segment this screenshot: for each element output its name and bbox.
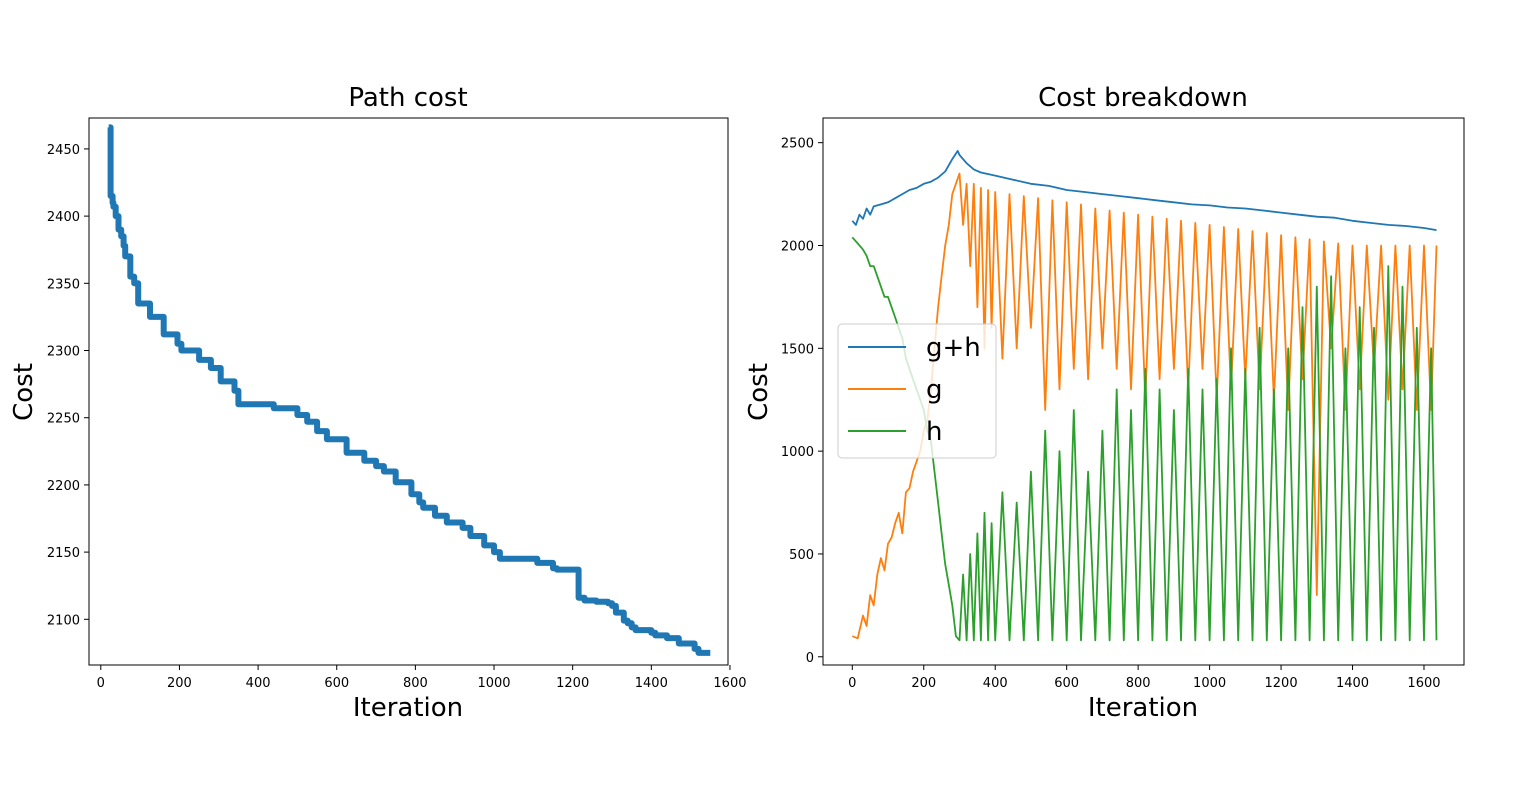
cost-breakdown-x-axis: 0 200 400 600 800 1000 1200 1400 1600 (848, 665, 1441, 691)
legend: g+h g h (837, 323, 997, 459)
path-cost-x-tick-label: 1400 (635, 676, 668, 691)
path-cost-panel: Path cost 0 200 400 600 800 1000 1200 1400 1600 … (9, 83, 747, 723)
path-cost-y-label: Cost (9, 363, 39, 421)
path-cost-series-cost-line (107, 124, 711, 656)
cost-breakdown-series-g-line (851, 172, 1438, 640)
cost-breakdown-x-tick-label: 1000 (1193, 676, 1226, 691)
legend-label-h: h (926, 417, 942, 447)
cost-breakdown-x-tick-label: 0 (848, 676, 856, 691)
cost-breakdown-axes-frame (822, 117, 1465, 666)
cost-breakdown-series-g-plus-h-line (851, 150, 1437, 231)
path-cost-x-tick-label: 800 (403, 676, 428, 691)
cost-breakdown-x-tick-label: 1600 (1407, 676, 1440, 691)
legend-label-g: g (926, 375, 943, 405)
path-cost-title: Path cost (348, 83, 467, 113)
path-cost-x-tick-label: 1000 (477, 676, 510, 691)
path-cost-y-tick-label: 2450 (47, 143, 80, 158)
path-cost-y-tick-label: 2200 (47, 479, 80, 494)
cost-breakdown-y-tick-label: 1000 (781, 445, 814, 460)
cost-breakdown-y-tick-label: 0 (806, 651, 814, 666)
path-cost-y-tick-label: 2300 (47, 345, 80, 360)
path-cost-x-label: Iteration (353, 693, 463, 723)
path-cost-x-axis: 0 200 400 600 800 1000 1200 1400 1600 (97, 665, 747, 691)
legend-label-g-plus-h: g+h (926, 333, 981, 363)
path-cost-x-tick-label: 1600 (713, 676, 746, 691)
path-cost-axes-frame (88, 117, 729, 666)
cost-breakdown-y-axis: 0 500 1000 1500 2000 2500 (781, 137, 823, 666)
path-cost-y-tick-label: 2100 (47, 613, 80, 628)
path-cost-plot-area (107, 124, 711, 656)
cost-breakdown-x-tick-label: 800 (1126, 676, 1151, 691)
cost-breakdown-y-tick-label: 500 (789, 548, 814, 563)
path-cost-x-tick-label: 0 (97, 676, 105, 691)
cost-breakdown-x-tick-label: 600 (1054, 676, 1079, 691)
path-cost-x-tick-label: 200 (167, 676, 192, 691)
cost-breakdown-y-tick-label: 2500 (781, 137, 814, 152)
cost-breakdown-x-tick-label: 1200 (1265, 676, 1298, 691)
cost-breakdown-x-tick-label: 1400 (1336, 676, 1369, 691)
cost-breakdown-x-tick-label: 200 (911, 676, 936, 691)
cost-breakdown-x-label: Iteration (1088, 693, 1198, 723)
cost-breakdown-x-tick-label: 400 (983, 676, 1008, 691)
cost-breakdown-y-tick-label: 2000 (781, 239, 814, 254)
cost-breakdown-title: Cost breakdown (1038, 83, 1248, 113)
path-cost-x-tick-label: 400 (246, 676, 271, 691)
path-cost-y-tick-label: 2400 (47, 210, 80, 225)
cost-breakdown-y-tick-label: 1500 (781, 342, 814, 357)
path-cost-y-tick-label: 2150 (47, 546, 80, 561)
cost-breakdown-y-label: Cost (744, 363, 774, 421)
path-cost-y-axis: 2100 2150 2200 2250 2300 2350 2400 2450 (47, 143, 89, 628)
path-cost-y-tick-label: 2350 (47, 277, 80, 292)
cost-breakdown-panel: Cost breakdown 0 200 400 600 800 1000 1200 1400… (744, 83, 1465, 723)
legend-box (837, 323, 997, 459)
path-cost-x-tick-label: 1200 (556, 676, 589, 691)
path-cost-y-tick-label: 2250 (47, 412, 80, 427)
path-cost-x-tick-label: 600 (324, 676, 349, 691)
